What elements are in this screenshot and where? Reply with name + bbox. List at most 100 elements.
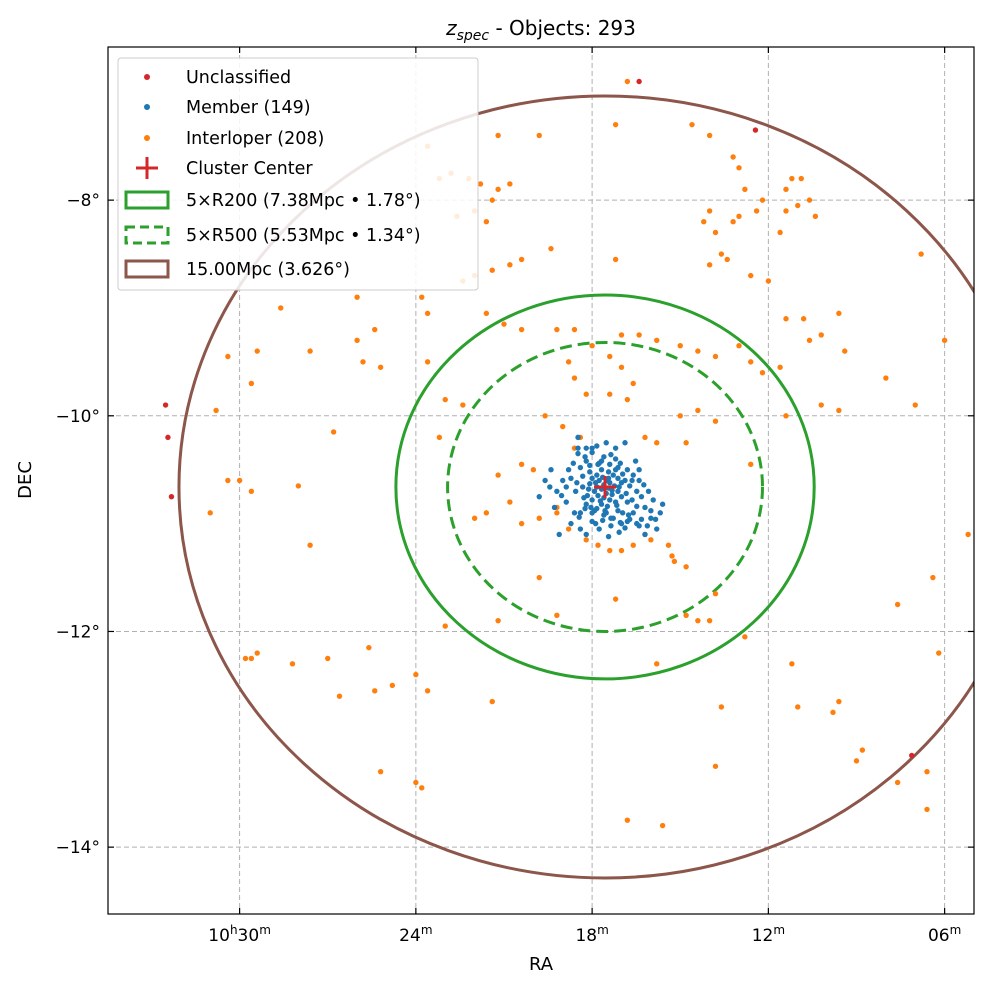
member-point — [568, 520, 574, 527]
interloper-point — [706, 132, 713, 139]
member-point — [582, 454, 588, 460]
member-point — [548, 467, 554, 473]
member-point — [536, 493, 542, 500]
member-point — [603, 440, 609, 446]
interloper-point — [536, 132, 542, 139]
member-point — [572, 488, 579, 494]
interloper-point — [894, 601, 901, 608]
circles-layer — [177, 94, 974, 880]
interloper-point — [583, 537, 589, 543]
interloper-point — [630, 542, 636, 548]
interloper-point — [377, 768, 384, 775]
member-point — [577, 526, 584, 532]
interloper-point — [701, 218, 707, 225]
interloper-point — [536, 574, 542, 581]
interloper-point — [836, 407, 842, 414]
member-point — [563, 499, 569, 505]
interloper-point — [654, 337, 660, 344]
interloper-point — [419, 294, 425, 300]
member-point — [575, 434, 581, 441]
member-point — [547, 484, 553, 490]
legend-marker — [124, 190, 170, 210]
interloper-point — [730, 218, 736, 225]
unclassified-point — [162, 402, 169, 408]
interloper-point — [777, 229, 783, 236]
member-point — [587, 481, 593, 487]
x-tick-label: 12m — [752, 923, 785, 946]
y-axis-label: DEC — [15, 461, 36, 499]
member-point — [615, 475, 621, 482]
interloper-point — [354, 294, 360, 300]
member-point — [636, 467, 642, 473]
member-point — [648, 507, 654, 514]
member-point — [616, 484, 622, 490]
x-tick-label: 18m — [575, 923, 608, 946]
member-point — [551, 504, 558, 511]
member-point — [614, 502, 620, 509]
member-point — [587, 469, 593, 475]
interloper-point — [518, 461, 525, 468]
interloper-point — [571, 326, 578, 333]
interloper-point — [560, 423, 566, 430]
interloper-point — [836, 310, 842, 317]
interloper-point — [489, 197, 495, 203]
interloper-point — [372, 688, 378, 694]
member-point — [592, 479, 599, 486]
interloper-point — [836, 698, 842, 705]
interloper-point — [695, 617, 701, 624]
member-point — [589, 449, 595, 456]
interloper-point — [501, 321, 507, 327]
interloper-point — [736, 343, 742, 349]
interloper-point — [354, 337, 360, 344]
member-point — [574, 479, 580, 486]
member-point — [583, 458, 589, 464]
interloper-point — [248, 655, 255, 662]
interloper-point — [624, 396, 631, 403]
interloper-point — [483, 218, 490, 225]
interloper-point — [495, 186, 501, 193]
member-point — [625, 512, 632, 518]
member-point — [615, 488, 621, 494]
title-main: z — [445, 16, 457, 40]
interloper-point — [712, 418, 719, 424]
member-point — [576, 514, 582, 520]
member-point — [627, 483, 633, 489]
member-point — [595, 492, 601, 499]
member-point — [636, 477, 642, 484]
member-point — [648, 515, 654, 521]
interloper-point — [712, 353, 719, 360]
interloper-point — [795, 202, 801, 209]
member-point — [581, 495, 587, 501]
member-point — [580, 484, 586, 490]
interloper-point — [542, 413, 548, 419]
interloper-point — [912, 402, 918, 408]
interloper-point — [736, 213, 742, 220]
member-point — [580, 473, 586, 479]
unclassified-point — [636, 78, 642, 85]
x-tick-hours-unit: h — [230, 923, 238, 937]
interloper-point — [507, 181, 513, 187]
member-point — [583, 445, 589, 451]
interloper-point — [554, 510, 560, 516]
member-point — [592, 520, 599, 527]
y-tick-label: −12° — [56, 622, 100, 642]
member-point — [565, 467, 572, 473]
member-point — [589, 475, 595, 482]
interloper-point — [278, 305, 284, 311]
member-point — [589, 497, 595, 503]
interloper-point — [372, 326, 378, 333]
interloper-point — [777, 364, 783, 370]
interloper-point — [254, 650, 260, 656]
member-point — [623, 490, 629, 497]
interloper-point — [289, 661, 296, 667]
x-tick-label: 24m — [399, 923, 432, 946]
interloper-point — [795, 704, 801, 710]
member-point — [554, 488, 560, 494]
interloper-point — [489, 267, 495, 273]
x-tick-minutes-unit: m — [950, 923, 962, 937]
member-point — [638, 493, 645, 500]
interloper-point — [248, 380, 255, 387]
title-rest: - Objects: 293 — [489, 16, 636, 40]
member-point — [632, 458, 639, 464]
